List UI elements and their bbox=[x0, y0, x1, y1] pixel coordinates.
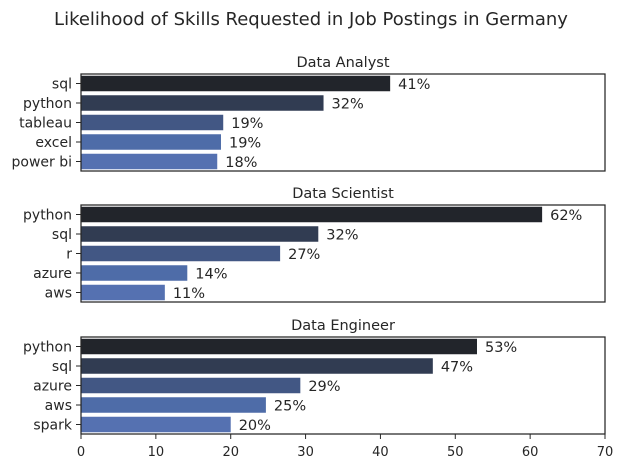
bar-data-scientist-aws bbox=[81, 284, 165, 301]
panel-title-data-scientist: Data Scientist bbox=[292, 186, 394, 202]
value-label-data-analyst: 19% bbox=[229, 136, 261, 152]
x-tick-label: 40 bbox=[372, 445, 389, 460]
figure-title: Likelihood of Skills Requested in Job Po… bbox=[54, 9, 568, 30]
panel-title-data-engineer: Data Engineer bbox=[291, 318, 395, 334]
bar-data-analyst-excel bbox=[81, 134, 221, 150]
value-label-data-engineer: 29% bbox=[308, 379, 340, 395]
value-label-data-scientist: 62% bbox=[550, 208, 582, 224]
value-label-data-scientist: 32% bbox=[326, 228, 358, 244]
x-tick-label: 10 bbox=[148, 445, 165, 460]
x-tick-label: 60 bbox=[522, 445, 539, 460]
bar-data-engineer-aws bbox=[81, 397, 266, 413]
category-label-data-engineer: python bbox=[23, 340, 72, 356]
bar-data-scientist-r bbox=[81, 245, 281, 262]
value-label-data-scientist: 14% bbox=[195, 267, 227, 283]
category-label-data-scientist: python bbox=[23, 208, 72, 224]
value-label-data-scientist: 11% bbox=[173, 286, 205, 302]
category-label-data-analyst: python bbox=[23, 96, 72, 112]
x-tick-label: 0 bbox=[77, 445, 85, 460]
x-tick-label: 20 bbox=[222, 445, 239, 460]
category-label-data-analyst: excel bbox=[35, 135, 72, 151]
bar-data-engineer-python bbox=[81, 338, 477, 355]
value-label-data-engineer: 20% bbox=[239, 418, 271, 434]
bar-data-engineer-sql bbox=[81, 358, 433, 374]
category-label-data-scientist: r bbox=[66, 247, 72, 263]
value-label-data-analyst: 32% bbox=[332, 97, 364, 113]
value-label-data-scientist: 27% bbox=[288, 247, 320, 263]
category-label-data-scientist: azure bbox=[33, 266, 72, 282]
x-tick-label: 70 bbox=[597, 445, 614, 460]
value-label-data-engineer: 25% bbox=[274, 399, 306, 415]
value-label-data-analyst: 19% bbox=[231, 116, 263, 132]
panel-frame-data-analyst bbox=[80, 73, 606, 172]
bar-data-analyst-sql bbox=[81, 75, 391, 92]
bar-data-scientist-python bbox=[81, 206, 543, 223]
bar-data-engineer-spark bbox=[81, 416, 231, 433]
value-label-data-engineer: 53% bbox=[485, 340, 517, 356]
category-label-data-analyst: tableau bbox=[19, 116, 72, 132]
bar-data-scientist-azure bbox=[81, 265, 188, 281]
category-label-data-scientist: aws bbox=[45, 286, 72, 302]
category-label-data-engineer: aws bbox=[45, 398, 72, 414]
value-label-data-analyst: 41% bbox=[398, 77, 430, 93]
category-label-data-analyst: sql bbox=[52, 77, 72, 93]
panel-frame-data-scientist bbox=[80, 204, 606, 303]
category-label-data-analyst: power bi bbox=[12, 155, 73, 171]
x-tick-label: 50 bbox=[447, 445, 464, 460]
x-tick-label: 30 bbox=[297, 445, 314, 460]
category-label-data-engineer: azure bbox=[33, 379, 72, 395]
value-label-data-analyst: 18% bbox=[225, 155, 257, 171]
category-label-data-engineer: spark bbox=[33, 418, 73, 434]
category-label-data-scientist: sql bbox=[52, 227, 72, 243]
panel-title-data-analyst: Data Analyst bbox=[296, 55, 389, 71]
bar-data-engineer-azure bbox=[81, 377, 301, 394]
panel-frame-data-engineer bbox=[80, 336, 606, 435]
bar-data-analyst-tableau bbox=[81, 114, 224, 131]
category-label-data-engineer: sql bbox=[52, 359, 72, 375]
bar-data-analyst-python bbox=[81, 95, 324, 111]
bar-data-analyst-power-bi bbox=[81, 153, 218, 170]
bar-data-scientist-sql bbox=[81, 226, 319, 242]
value-label-data-engineer: 47% bbox=[441, 360, 473, 376]
